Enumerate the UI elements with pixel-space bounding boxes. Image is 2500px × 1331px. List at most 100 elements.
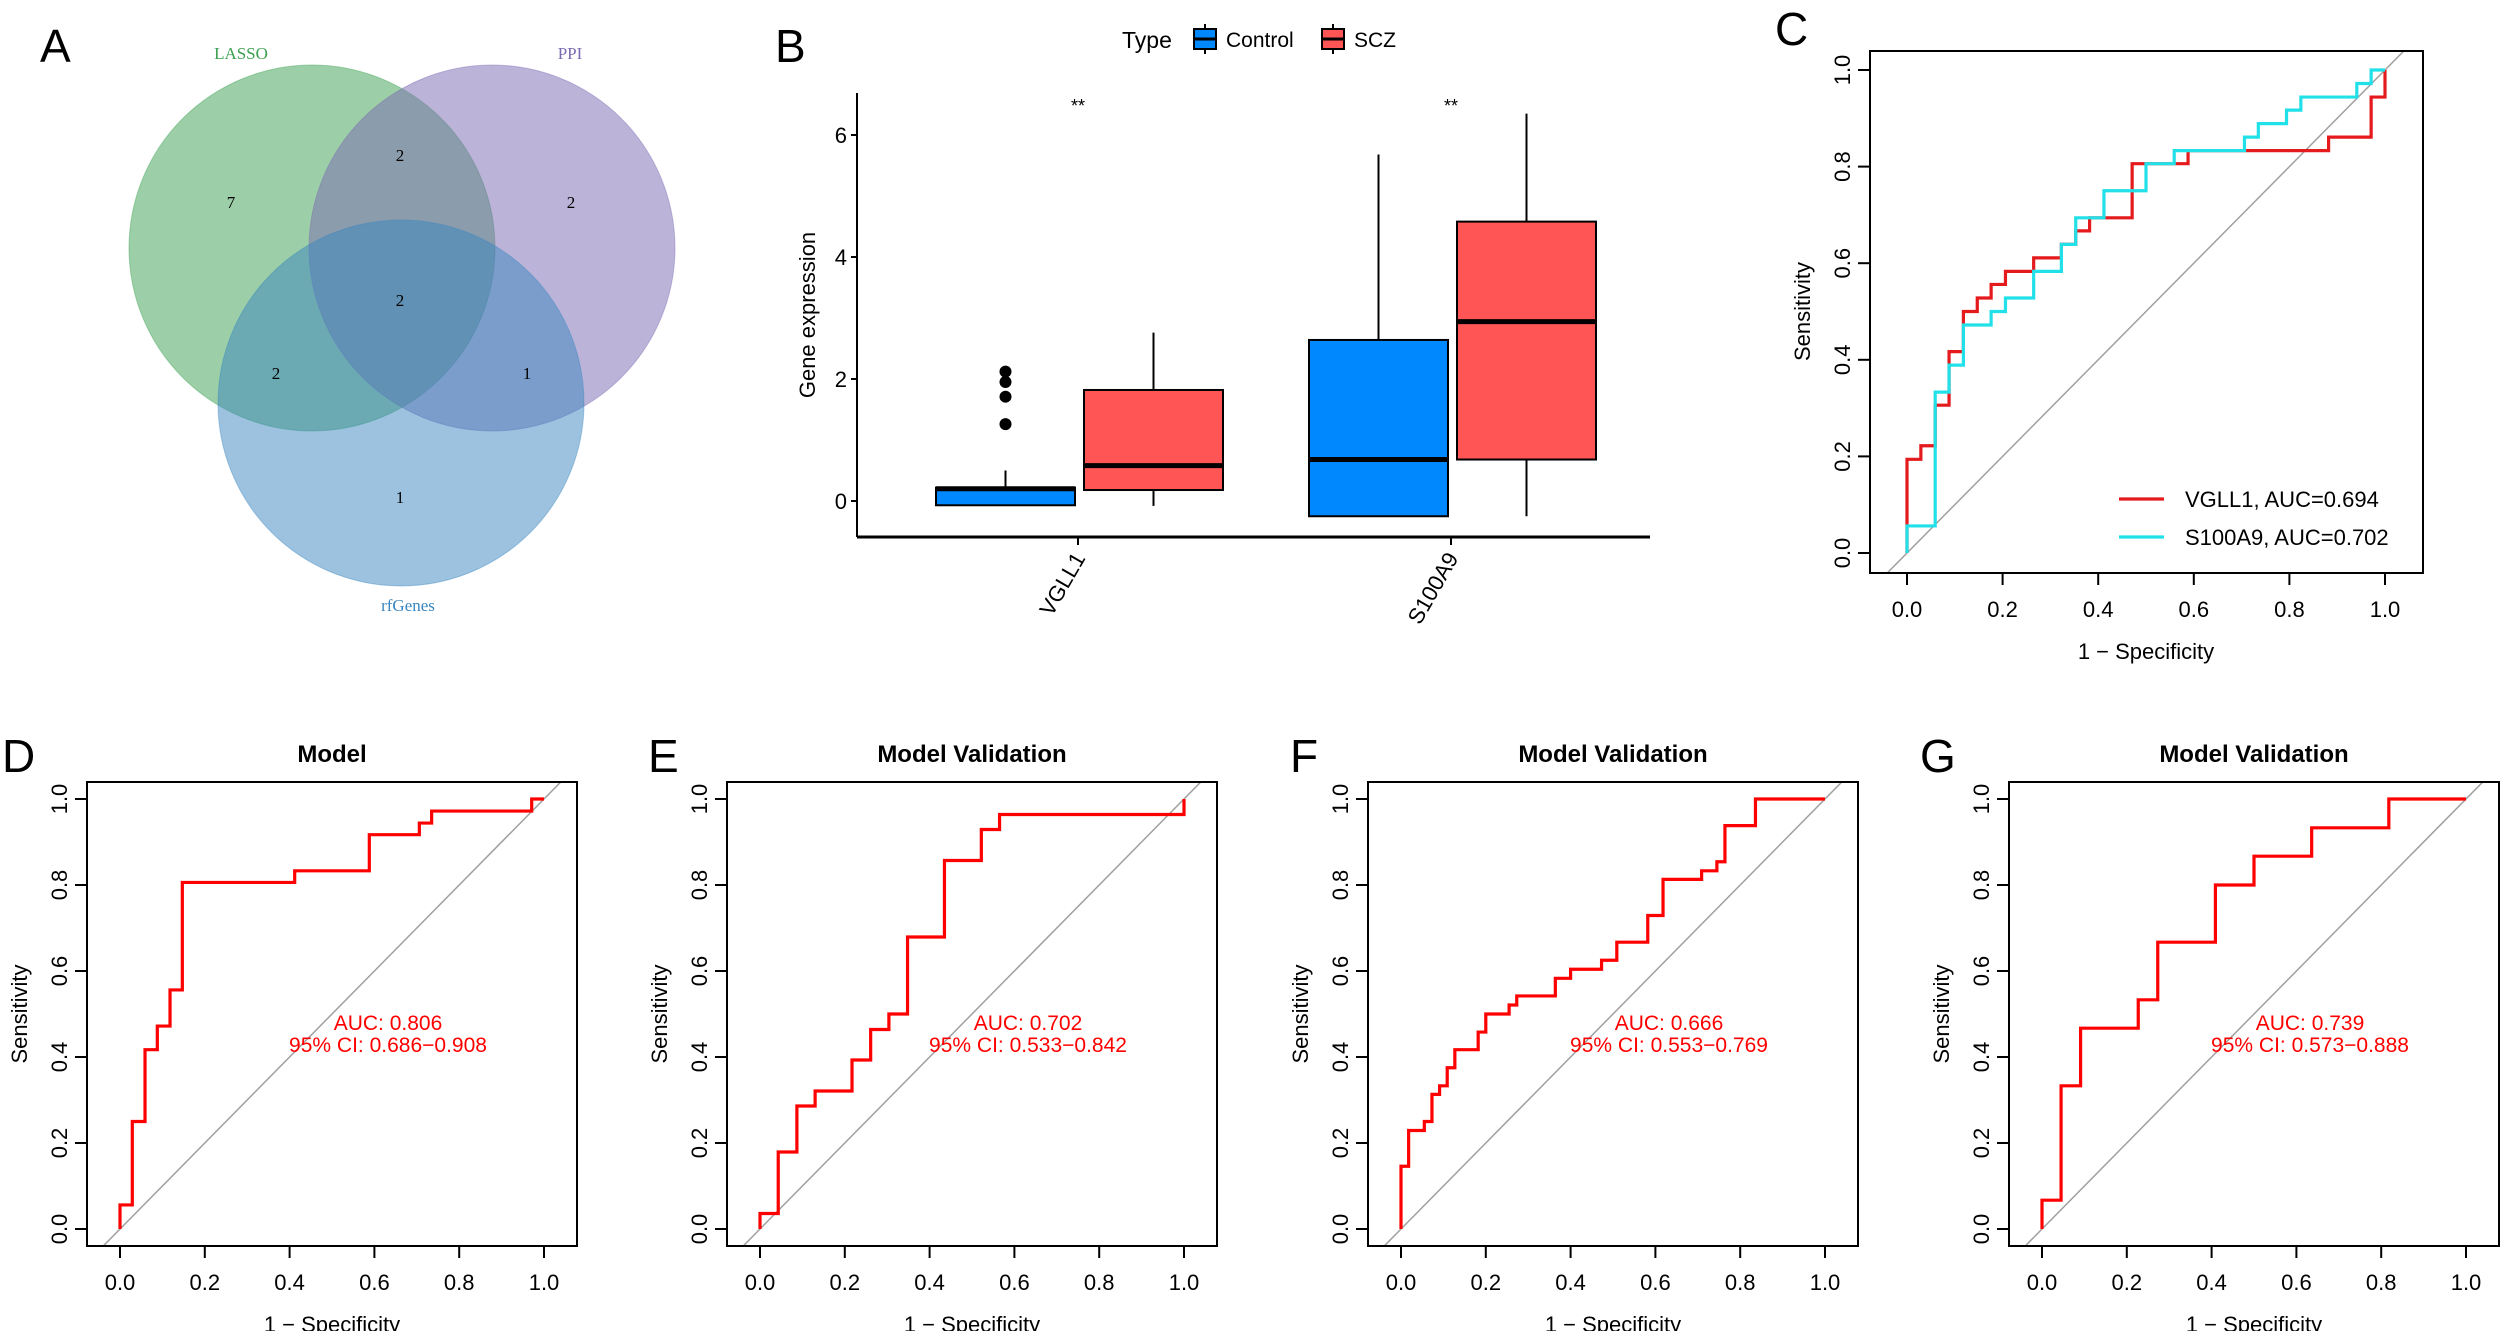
legend-key-scz (1321, 24, 1345, 54)
roc-curve (1399, 797, 1825, 1229)
y-tick-label: 0.6 (47, 956, 72, 987)
y-tick-label: 0.8 (47, 870, 72, 901)
panel-letter: D (2, 730, 35, 782)
y-axis-title: Sensitivity (1929, 964, 1954, 1063)
venn-set-label: rfGenes (381, 596, 435, 615)
x-tick-label: 1.0 (529, 1270, 560, 1295)
y-tick-label: 1.0 (1328, 784, 1353, 815)
x-tick-label: 0.8 (444, 1270, 475, 1295)
plot-frame (1367, 781, 1859, 1247)
y-tick-label: 0.8 (1969, 870, 1994, 901)
auc-label: AUC: 0.702 (974, 1012, 1083, 1035)
ci-label: 95% CI: 0.533−0.842 (929, 1034, 1127, 1057)
y-axis-title: Sensitivity (7, 964, 32, 1063)
significance-label: ** (1444, 96, 1458, 116)
roc-curve (2040, 797, 2466, 1229)
y-tick-label: 4 (835, 245, 847, 270)
x-tick-label: 0.6 (999, 1270, 1030, 1295)
x-tick-label: 0.4 (274, 1270, 305, 1295)
panel-letter: A (40, 20, 71, 72)
ci-label: 95% CI: 0.573−0.888 (2211, 1034, 2409, 1057)
y-tick-label: 0.4 (47, 1042, 72, 1073)
x-tick-label: 0.0 (105, 1270, 136, 1295)
y-tick-label: 0.4 (1830, 345, 1855, 376)
reference-diagonal (102, 782, 562, 1246)
x-tick-label: 0.4 (1555, 1270, 1586, 1295)
x-axis-title: 1 − Specificity (904, 1312, 1040, 1331)
y-tick-label: 0.0 (687, 1214, 712, 1245)
x-tick-label: 0.8 (1725, 1270, 1756, 1295)
panel-letter: C (1775, 3, 1808, 55)
y-tick-label: 0.6 (1969, 956, 1994, 987)
outlier-point (999, 365, 1012, 378)
panel-letter: G (1920, 730, 1956, 782)
outlier-point (999, 418, 1012, 431)
y-tick-label: 2 (835, 367, 847, 392)
y-tick-label: 0.2 (1830, 441, 1855, 472)
legend-key-control (1193, 24, 1217, 54)
venn-set-label: PPI (558, 44, 583, 63)
venn-set-label: LASSO (214, 44, 268, 63)
y-axis-title: Sensitivity (1790, 262, 1815, 361)
chart-title: Model Validation (877, 741, 1066, 768)
roc-curve (758, 799, 1186, 1229)
x-tick-label: 0.6 (2281, 1270, 2312, 1295)
x-tick-label: 0.4 (914, 1270, 945, 1295)
x-tick-label: 0.4 (2196, 1270, 2227, 1295)
x-tick-label: 0.6 (359, 1270, 390, 1295)
plot-frame (726, 781, 1218, 1247)
y-tick-label: 1.0 (687, 784, 712, 815)
y-tick-label: 0.2 (47, 1128, 72, 1159)
x-axis-title: 1 − Specificity (2078, 639, 2214, 664)
panel-letter: B (775, 20, 806, 72)
x-tick-label: 1.0 (1169, 1270, 1200, 1295)
box-vgll1-scz (1083, 332, 1224, 506)
y-tick-label: 0 (835, 489, 847, 514)
y-tick-label: 0.2 (687, 1128, 712, 1159)
y-axis-title: Sensitivity (1288, 964, 1313, 1063)
chart-title: Model Validation (2159, 741, 2348, 768)
venn-region-count: 2 (396, 291, 405, 310)
venn-region-count: 1 (396, 488, 405, 507)
panel-letter: F (1290, 730, 1318, 782)
y-tick-label: 0.8 (1328, 870, 1353, 901)
legend-label: S100A9, AUC=0.702 (2185, 525, 2389, 550)
venn-region-count: 2 (567, 193, 576, 212)
plot-frame (86, 781, 578, 1247)
y-tick-label: 1.0 (47, 784, 72, 815)
x-tick-label: 0.4 (2083, 597, 2114, 622)
y-axis-title: Gene expression (795, 232, 820, 398)
panel-b-boxplot: B Type Control SCZ 0 2 4 6 Gene expression VGLL1 *… (775, 20, 1650, 628)
y-tick-label: 0.6 (687, 956, 712, 987)
x-tick-label: 0.8 (2366, 1270, 2397, 1295)
venn-circle-rfgenes (217, 219, 585, 587)
chart-title: Model (297, 741, 366, 768)
auc-label: AUC: 0.739 (2256, 1012, 2365, 1035)
x-tick-label: S100A9 (1403, 548, 1464, 628)
reference-diagonal (2024, 782, 2484, 1246)
y-tick-label: 0.6 (1830, 248, 1855, 279)
box-vgll1-control (935, 365, 1076, 507)
y-tick-label: 0.8 (1830, 151, 1855, 182)
x-tick-label: 0.0 (2027, 1270, 2058, 1295)
venn-region-count: 2 (396, 146, 405, 165)
y-tick-label: 1.0 (1830, 55, 1855, 86)
reference-diagonal (1886, 51, 2405, 573)
panel-e-roc: E Model Validation 0.0 0.0 0.2 0.2 0.4 0.4 0.6 0.… (647, 730, 1218, 1331)
y-tick-label: 0.8 (687, 870, 712, 901)
reference-diagonal (1383, 782, 1843, 1246)
y-tick-label: 6 (835, 123, 847, 148)
venn-region-count: 2 (272, 364, 281, 383)
x-tick-label: 0.2 (830, 1270, 861, 1295)
panel-f-roc: F Model Validation 0.0 0.0 0.2 0.2 0.4 0.4 0.6 0.… (1288, 730, 1859, 1331)
outlier-point (999, 390, 1012, 403)
x-tick-label: 0.0 (1892, 597, 1923, 622)
legend-label: Control (1226, 29, 1294, 52)
x-tick-label: 0.2 (190, 1270, 221, 1295)
panel-d-roc: D Model 0.0 0.0 0.2 0.2 0.4 0.4 0.6 0.6 0.8 0.8 1.0 1… (2, 730, 578, 1331)
x-tick-label: 0.6 (1640, 1270, 1671, 1295)
x-tick-label: 0.0 (1386, 1270, 1417, 1295)
y-tick-label: 0.2 (1328, 1128, 1353, 1159)
y-tick-label: 0.0 (1328, 1214, 1353, 1245)
